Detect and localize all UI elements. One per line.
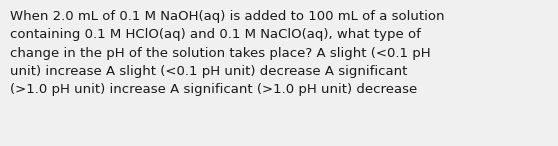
Text: When 2.0 mL of 0.1 M NaOH(aq) is added to 100 mL of a solution
containing 0.1 M : When 2.0 mL of 0.1 M NaOH(aq) is added t… [10, 10, 445, 96]
